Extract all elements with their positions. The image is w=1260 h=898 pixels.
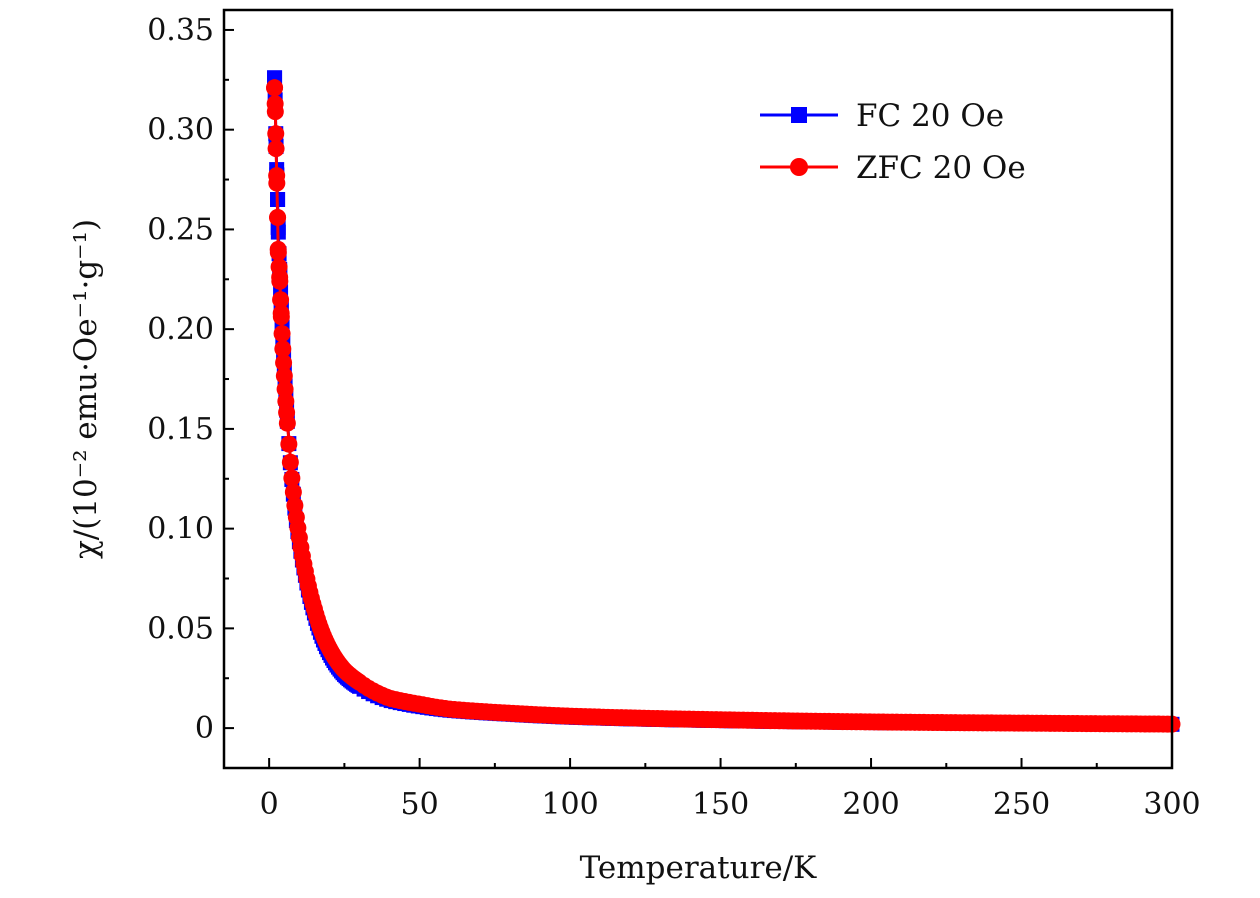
data-point — [283, 469, 301, 487]
data-point — [284, 483, 302, 501]
x-tick-label: 200 — [842, 787, 899, 822]
legend: FC 20 Oe ZFC 20 Oe — [760, 98, 1026, 186]
legend-marker — [791, 107, 807, 123]
legend-label: ZFC 20 Oe — [856, 150, 1026, 186]
series-layer — [266, 70, 1181, 733]
data-point — [276, 380, 294, 398]
data-point — [275, 367, 293, 385]
series-line — [273, 77, 1173, 726]
y-tick-label: 0.10 — [147, 512, 214, 547]
series-line — [273, 87, 1173, 726]
x-tick-label: 300 — [1143, 787, 1200, 822]
data-point — [267, 140, 285, 158]
y-tick-label: 0 — [195, 711, 214, 746]
data-point — [274, 340, 292, 358]
legend-label: FC 20 Oe — [856, 98, 1004, 134]
data-point — [266, 95, 284, 113]
data-point — [281, 453, 299, 471]
x-tick-label: 150 — [692, 787, 749, 822]
data-point — [271, 268, 289, 286]
y-tick-label: 0.35 — [147, 13, 214, 48]
ticks-layer: 0 50 100 150 200 250 300 0 0.05 0.10 0.15 0.20 0.25 0… — [147, 13, 1200, 822]
data-point — [280, 435, 298, 453]
data-point — [266, 79, 284, 97]
y-tick-label: 0.25 — [147, 212, 214, 247]
y-tick-label: 0.30 — [147, 113, 214, 148]
x-tick-label: 250 — [993, 787, 1050, 822]
x-tick-label: 50 — [401, 787, 439, 822]
data-point — [269, 208, 287, 226]
data-point — [269, 240, 287, 258]
data-point — [275, 354, 293, 372]
x-axis-title: Temperature/K — [580, 850, 818, 886]
series-zfc — [266, 79, 1181, 733]
data-point — [267, 125, 285, 143]
data-point — [272, 291, 290, 309]
legend-item: ZFC 20 Oe — [760, 150, 1026, 186]
data-point — [272, 304, 290, 322]
plot-frame — [222, 8, 1174, 770]
data-point — [273, 325, 291, 343]
x-tick-label: 100 — [541, 787, 598, 822]
y-axis-title: χ/(10⁻² emu·Oe⁻¹·g⁻¹) — [68, 219, 104, 559]
data-point — [268, 167, 286, 185]
y-tick-label: 0.05 — [147, 611, 214, 646]
legend-item: FC 20 Oe — [760, 98, 1004, 134]
data-point — [278, 414, 296, 432]
legend-marker — [790, 158, 808, 176]
y-tick-label: 0.15 — [147, 412, 214, 447]
series-fc — [267, 70, 1180, 732]
x-tick-label: 0 — [260, 787, 279, 822]
y-tick-label: 0.20 — [147, 312, 214, 347]
